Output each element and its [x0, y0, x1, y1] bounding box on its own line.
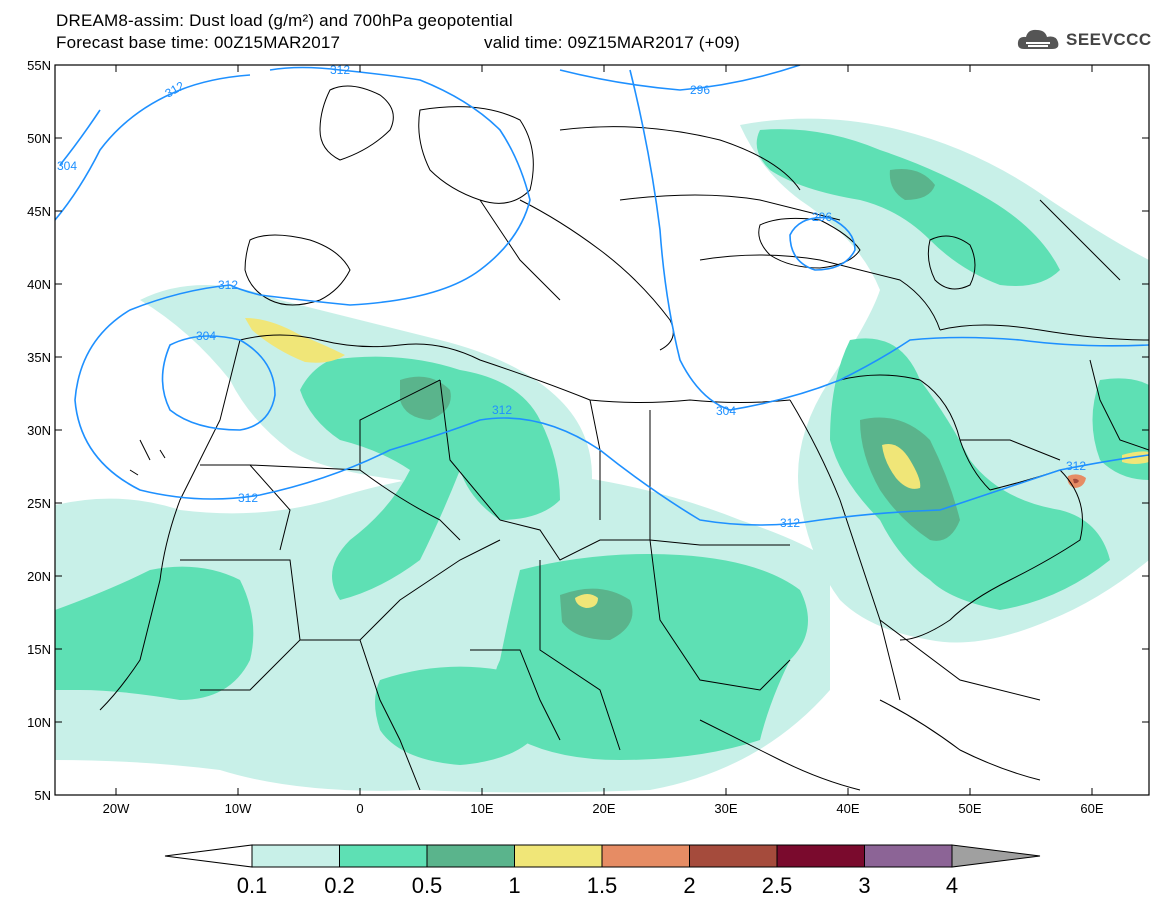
colorbar-swatch	[776, 844, 865, 868]
dust-region-yellow-iran	[1122, 451, 1149, 464]
latitude-label: 25N	[27, 496, 51, 511]
dust-region-dark-morocco	[400, 376, 451, 420]
colorbar-swatch	[864, 844, 953, 868]
dust-region-dark-caspian	[889, 169, 935, 200]
contour-label: 296	[812, 210, 832, 224]
longitude-label: 10W	[225, 801, 252, 816]
dust-region-yellow-iraq	[882, 444, 921, 489]
longitude-label: 0	[356, 801, 363, 816]
dust-shading	[55, 118, 1149, 793]
colorbar-label: 1.5	[587, 873, 618, 898]
latitude-label: 50N	[27, 131, 51, 146]
contour-label: 312	[492, 403, 512, 417]
colorbar-swatch	[251, 844, 340, 868]
title-valid-time: valid time: 09Z15MAR2017 (+09)	[484, 33, 740, 52]
contour-label: 312	[238, 491, 258, 505]
contour-312-atlantic	[74, 284, 1149, 526]
colorbar-label: 3	[858, 873, 870, 898]
latitude-label: 40N	[27, 277, 51, 292]
colorbar-swatch	[514, 844, 603, 868]
latitude-label: 30N	[27, 423, 51, 438]
dust-region-yellow-chad	[575, 594, 598, 608]
latitude-label: 35N	[27, 350, 51, 365]
colorbar-swatch	[689, 844, 778, 868]
colorbar-label: 4	[946, 873, 958, 898]
latitude-labels: 55N 50N 45N 40N 35N 30N 25N 20N 15N 10N 5N	[27, 58, 51, 803]
contour-312-northwest	[55, 74, 251, 221]
longitude-label: 60E	[1080, 801, 1103, 816]
latitude-label: 55N	[27, 58, 51, 73]
dust-region-medium-chad	[493, 554, 808, 760]
dust-region-medium-sahel-west	[55, 566, 254, 700]
contour-304-east	[629, 69, 1149, 411]
colorbar-label: 0.5	[412, 873, 443, 898]
dust-region-medium-iraq	[830, 338, 1110, 610]
contour-label: 304	[57, 159, 77, 173]
latitude-label: 20N	[27, 569, 51, 584]
dust-region-medium-nigeria	[375, 666, 540, 765]
contour-304-low	[161, 335, 276, 431]
contour-304-west	[59, 109, 101, 166]
contour-label: 312	[780, 516, 800, 530]
contour-296-north	[559, 65, 801, 91]
contour-label: 312	[218, 278, 238, 292]
contour-312-north	[229, 66, 531, 306]
latitude-label: 15N	[27, 642, 51, 657]
colorbar-label: 1	[508, 873, 520, 898]
longitude-label: 30E	[714, 801, 737, 816]
contour-label: 312	[330, 63, 350, 77]
contour-296-blacksea	[789, 216, 856, 271]
colorbar-swatch	[426, 844, 515, 868]
longitude-labels: 20W 10W 0 10E 20E 30E 40E 50E 60E	[103, 801, 1104, 816]
seevccc-logo: SEEVCCC	[1016, 25, 1152, 55]
colorbar-over-arrow	[951, 844, 1041, 868]
dust-region-red-iran	[1073, 478, 1079, 484]
longitude-label: 20E	[592, 801, 615, 816]
latitude-label: 5N	[34, 788, 51, 803]
latitude-label: 10N	[27, 715, 51, 730]
colorbar-under-arrow	[164, 844, 253, 868]
dust-region-yellow-morocco	[245, 318, 345, 363]
contour-label: 312	[1066, 459, 1086, 473]
longitude-label: 10E	[470, 801, 493, 816]
contour-label: 296	[690, 83, 710, 97]
colorbar: 0.1 0.2 0.5 1 1.5 2 2.5 3 4	[164, 844, 1041, 898]
longitude-label: 20W	[103, 801, 130, 816]
logo-text: SEEVCCC	[1066, 30, 1152, 49]
colorbar-label: 2.5	[762, 873, 793, 898]
cloud-logo-icon	[1017, 29, 1059, 49]
title-forecast-base: Forecast base time: 00Z15MAR2017	[56, 33, 341, 52]
axis-ticks	[55, 64, 1149, 796]
dust-region-medium-ukraine	[756, 129, 1060, 286]
colorbar-label: 0.1	[237, 873, 268, 898]
colorbar-label: 0.2	[324, 873, 355, 898]
contour-label: 304	[716, 404, 736, 418]
country-borders	[99, 85, 1149, 791]
geopotential-contours	[55, 65, 1149, 526]
colorbar-label: 2	[683, 873, 695, 898]
contour-label: 304	[196, 329, 216, 343]
latitude-label: 45N	[27, 204, 51, 219]
title-line-1: DREAM8-assim: Dust load (g/m²) and 700hP…	[56, 11, 513, 30]
colorbar-swatch	[601, 844, 690, 868]
longitude-label: 50E	[958, 801, 981, 816]
longitude-label: 40E	[836, 801, 859, 816]
colorbar-swatch	[339, 844, 428, 868]
